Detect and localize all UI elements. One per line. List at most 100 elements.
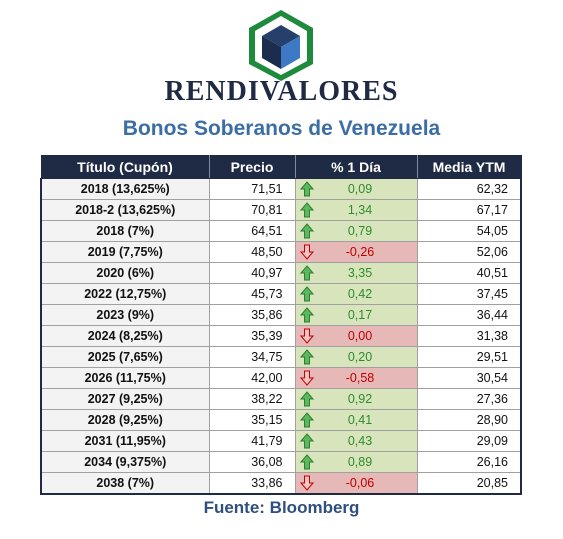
change-cell: 0,20 [294,346,418,368]
bond-title-cell: 2022 (12,75%) [40,283,210,305]
change-value: 0,79 [347,224,373,238]
price-cell: 48,50 [208,241,296,263]
price-cell: 40,97 [208,262,296,284]
change-value: 0,89 [347,455,373,469]
column-header-price: Precio [208,155,296,179]
change-value: 0,20 [347,350,373,364]
change-cell: 0,17 [294,304,418,326]
bond-title-cell: 2027 (9,25%) [40,388,210,410]
price-cell: 33,86 [208,472,296,495]
ytm-cell: 40,51 [416,262,522,284]
ytm-cell: 31,38 [416,325,522,347]
bond-title-cell: 2026 (11,75%) [40,367,210,389]
table-row: 2031 (11,95%) 41,79 0,43 29,09 [40,430,522,452]
ytm-cell: 67,17 [416,199,522,221]
table-body: 2018 (13,625%) 71,51 0,09 62,32 2018-2 (13,6… [40,178,522,495]
price-cell: 35,15 [208,409,296,431]
rendivalores-logo [249,10,313,81]
price-cell: 71,51 [208,178,296,200]
bond-title-cell: 2031 (11,95%) [40,430,210,452]
table-row: 2018 (13,625%) 71,51 0,09 62,32 [40,178,522,200]
table-row: 2023 (9%) 35,86 0,17 36,44 [40,304,522,326]
change-cell: 0,89 [294,451,418,473]
bonds-table: Título (Cupón) Precio % 1 Día Media YTM … [40,155,522,495]
change-value: 0,00 [347,329,373,343]
ytm-cell: 36,44 [416,304,522,326]
bond-title-cell: 2018 (7%) [40,220,210,242]
table-row: 2027 (9,25%) 38,22 0,92 27,36 [40,388,522,410]
ytm-cell: 29,51 [416,346,522,368]
source-note: Fuente: Bloomberg [203,498,360,517]
change-value: -0,58 [345,371,375,385]
table-row: 2020 (6%) 40,97 3,35 40,51 [40,262,522,284]
bond-title-cell: 2023 (9%) [40,304,210,326]
change-cell: 0,41 [294,409,418,431]
change-value: 3,35 [347,266,373,280]
table-row: 2038 (7%) 33,86 -0,06 20,85 [40,472,522,495]
change-value: 0,41 [347,413,373,427]
table-row: 2026 (11,75%) 42,00 -0,58 30,54 [40,367,522,389]
ytm-cell: 26,16 [416,451,522,473]
change-cell: 0,92 [294,388,418,410]
price-cell: 42,00 [208,367,296,389]
ytm-cell: 54,05 [416,220,522,242]
ytm-cell: 28,90 [416,409,522,431]
ytm-cell: 62,32 [416,178,522,200]
change-cell: 0,00 [294,325,418,347]
change-value: -0,06 [345,476,375,490]
table-row: 2018-2 (13,625%) 70,81 1,34 67,17 [40,199,522,221]
change-cell: 3,35 [294,262,418,284]
table-header-row: Título (Cupón) Precio % 1 Día Media YTM [40,155,522,179]
change-cell: -0,06 [294,472,418,495]
ytm-cell: 37,45 [416,283,522,305]
change-value: 0,42 [347,287,373,301]
bond-title-cell: 2019 (7,75%) [40,241,210,263]
price-cell: 35,86 [208,304,296,326]
table-row: 2024 (8,25%) 35,39 0,00 31,38 [40,325,522,347]
change-value: 0,92 [347,392,373,406]
bond-title-cell: 2025 (7,65%) [40,346,210,368]
bond-title-cell: 2038 (7%) [40,472,210,495]
bond-title-cell: 2024 (8,25%) [40,325,210,347]
change-value: 1,34 [347,203,373,217]
bond-title-cell: 2018-2 (13,625%) [40,199,210,221]
change-cell: 0,42 [294,283,418,305]
bond-title-cell: 2034 (9,375%) [40,451,210,473]
table-row: 2028 (9,25%) 35,15 0,41 28,90 [40,409,522,431]
column-header-change: % 1 Día [294,155,418,179]
ytm-cell: 52,06 [416,241,522,263]
price-cell: 64,51 [208,220,296,242]
change-cell: -0,26 [294,241,418,263]
price-cell: 35,39 [208,325,296,347]
price-cell: 36,08 [208,451,296,473]
change-value: 0,17 [347,308,373,322]
change-cell: 0,43 [294,430,418,452]
change-value: 0,09 [347,182,373,196]
change-cell: 0,09 [294,178,418,200]
price-cell: 34,75 [208,346,296,368]
ytm-cell: 30,54 [416,367,522,389]
table-row: 2022 (12,75%) 45,73 0,42 37,45 [40,283,522,305]
change-value: -0,26 [345,245,375,259]
bond-title-cell: 2018 (13,625%) [40,178,210,200]
price-cell: 70,81 [208,199,296,221]
change-value: 0,43 [347,434,373,448]
column-header-ytm: Media YTM [416,155,522,179]
ytm-cell: 20,85 [416,472,522,495]
page-subtitle: Bonos Soberanos de Venezuela [122,117,441,140]
table-row: 2018 (7%) 64,51 0,79 54,05 [40,220,522,242]
table-row: 2025 (7,65%) 34,75 0,20 29,51 [40,346,522,368]
brand-title: RENDIVALORES [164,76,399,107]
change-cell: 1,34 [294,199,418,221]
column-header-title: Título (Cupón) [40,155,210,179]
bond-title-cell: 2020 (6%) [40,262,210,284]
ytm-cell: 27,36 [416,388,522,410]
table-row: 2034 (9,375%) 36,08 0,89 26,16 [40,451,522,473]
price-cell: 38,22 [208,388,296,410]
change-cell: -0,58 [294,367,418,389]
table-row: 2019 (7,75%) 48,50 -0,26 52,06 [40,241,522,263]
ytm-cell: 29,09 [416,430,522,452]
change-cell: 0,79 [294,220,418,242]
price-cell: 45,73 [208,283,296,305]
price-cell: 41,79 [208,430,296,452]
